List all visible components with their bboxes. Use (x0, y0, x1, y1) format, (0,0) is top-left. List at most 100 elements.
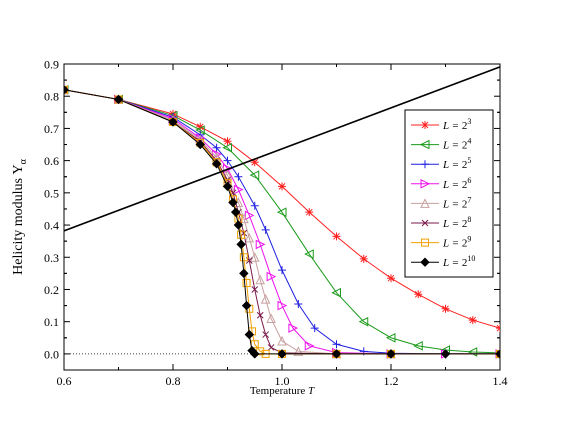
data-point (331, 349, 342, 359)
data-point (267, 344, 275, 351)
series-line (64, 89, 500, 355)
legend-box (404, 109, 494, 278)
legend-label: L = 27 (442, 195, 471, 210)
data-point (239, 253, 248, 262)
legend-item: L = 25 (411, 156, 471, 171)
data-point (249, 252, 260, 262)
data-point (255, 274, 266, 285)
series-line (64, 89, 500, 355)
data-point (266, 271, 277, 282)
data-point (278, 266, 286, 275)
data-point (288, 323, 299, 333)
data-point (414, 290, 423, 299)
data-point (236, 239, 246, 250)
data-point (251, 286, 259, 293)
data-point (113, 94, 124, 105)
legend-label: L = 24 (442, 137, 471, 152)
data-point (260, 294, 271, 304)
data-point (211, 159, 222, 169)
data-point (294, 299, 303, 308)
data-point (495, 349, 500, 359)
series-line (64, 89, 500, 355)
data-point (277, 300, 288, 311)
data-point (441, 304, 450, 313)
data-point (262, 331, 270, 338)
data-point (385, 332, 396, 343)
data-point (420, 178, 431, 189)
data-point (237, 230, 246, 239)
y-tick-label: 0.6 (44, 154, 59, 168)
data-point (250, 349, 260, 359)
data-point (310, 324, 319, 333)
data-point (278, 182, 286, 191)
data-point (420, 257, 430, 267)
x-tick-label: 1.4 (493, 374, 508, 388)
reference-line (64, 66, 500, 232)
data-point (304, 249, 314, 259)
data-point (250, 158, 259, 167)
data-point (359, 254, 368, 263)
data-point (266, 313, 276, 323)
data-point (233, 184, 244, 195)
y-tick-label: 0.3 (44, 251, 59, 265)
data-point (239, 268, 249, 279)
x-tick-label: 1.0 (275, 374, 290, 388)
data-point (230, 207, 241, 217)
legend-item: L = 27 (411, 195, 471, 210)
series-line (64, 89, 500, 354)
data-point (304, 341, 315, 351)
y-tick-label: 0.5 (44, 186, 59, 200)
data-point (222, 181, 233, 192)
data-point (496, 324, 500, 333)
data-point (256, 311, 264, 319)
x-tick-label: 0.8 (166, 374, 181, 388)
x-axis-title: Temperature T (250, 385, 315, 397)
legend-label: L = 25 (442, 156, 471, 171)
legend-label: L = 26 (442, 176, 471, 191)
x-tick-label: 0.6 (57, 374, 72, 388)
data-point (249, 170, 260, 180)
data-point (233, 220, 244, 230)
data-point (212, 149, 222, 159)
legend-label: L = 23 (442, 117, 471, 132)
legend-item: L = 29 (411, 235, 471, 250)
legend-item: L = 24 (411, 137, 471, 152)
data-point (244, 232, 255, 243)
data-point (305, 208, 314, 217)
x-tick-label: 1.2 (384, 374, 399, 388)
data-point (358, 316, 369, 327)
data-point (440, 349, 451, 359)
data-point (195, 139, 205, 150)
y-tick-label: 0.0 (44, 347, 59, 361)
data-point (244, 329, 255, 340)
y-tick-label: 0.4 (44, 219, 59, 233)
y-axis: 0.0 0.1 0.2 0.3 0.4 0.5 0.6 0.7 0.8 0.9 (44, 58, 500, 361)
y-tick-label: 0.8 (44, 90, 59, 104)
data-point (413, 341, 423, 351)
data-point (421, 219, 429, 227)
data-point (277, 335, 287, 346)
data-point (421, 121, 429, 129)
data-point (168, 117, 178, 127)
data-point (261, 225, 270, 234)
data-point (276, 207, 287, 217)
data-point (421, 160, 429, 169)
legend-label: L = 29 (442, 235, 471, 250)
y-tick-label: 0.2 (44, 283, 59, 297)
legend-item: L = 23 (411, 117, 471, 132)
data-point (223, 156, 232, 165)
legend-item: L = 28 (411, 215, 471, 230)
data-point (241, 300, 252, 311)
legend-label: L = 210 (442, 254, 475, 269)
data-point (250, 201, 259, 210)
data-point (332, 232, 341, 241)
y-tick-label: 0.1 (44, 315, 59, 329)
data-point (242, 279, 251, 288)
x-axis: 0.6 0.8 1.0 1.2 1.4 (57, 64, 508, 388)
data-point (293, 346, 304, 356)
legend-item: L = 26 (411, 176, 471, 191)
data-point (196, 122, 205, 131)
data-point (331, 287, 341, 298)
data-point (223, 137, 232, 146)
